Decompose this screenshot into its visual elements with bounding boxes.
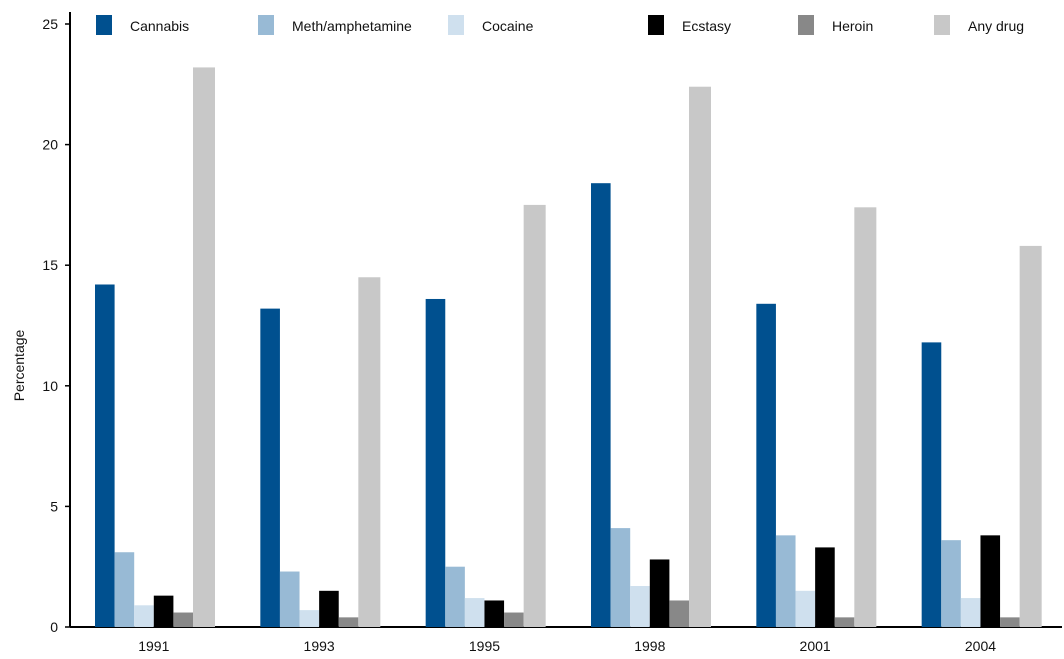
bar-cocaine-1993: [299, 610, 320, 627]
bar-ecstasy-1991: [153, 595, 174, 627]
legend-label: Meth/amphetamine: [292, 18, 412, 34]
y-tick-label: 10: [42, 378, 58, 394]
legend-label: Cocaine: [482, 18, 534, 34]
x-tick-label: 2004: [965, 638, 996, 654]
legend-swatch: [934, 15, 950, 35]
bar-any-drug-1995: [523, 204, 546, 627]
bar-ecstasy-1993: [319, 590, 339, 627]
legend-swatch: [648, 15, 664, 35]
legend-label: Heroin: [832, 18, 873, 34]
bar-heroin-1991: [173, 612, 193, 627]
legend-swatch: [258, 15, 274, 35]
x-tick-label: 1998: [634, 638, 665, 654]
legend-swatch: [96, 15, 112, 35]
legend: Cannabis Meth/amphetamine Cocaine Ecstasy He…: [96, 15, 1024, 35]
legend-label: Any drug: [968, 18, 1024, 34]
y-tick-label: 5: [50, 498, 58, 514]
legend-label: Ecstasy: [682, 18, 731, 34]
x-tick-label: 1991: [138, 638, 169, 654]
bar-ecstasy-1995: [484, 600, 505, 627]
bar-heroin-2004: [1000, 617, 1020, 627]
bar-ecstasy-1998: [649, 559, 670, 627]
bar-cocaine-2004: [960, 598, 981, 627]
bar-cocaine-1991: [134, 605, 154, 627]
bar-any-drug-2004: [1019, 245, 1042, 628]
bar-any-drug-1998: [689, 86, 711, 628]
bar-cannabis-1993: [260, 308, 280, 627]
bar-cannabis-1995: [425, 298, 446, 627]
bar-meth-amphetamine-1998: [610, 528, 631, 627]
bar-cannabis-2001: [756, 303, 776, 627]
bar-cocaine-1995: [464, 598, 485, 627]
bar-any-drug-1993: [358, 277, 381, 627]
bar-meth-amphetamine-2004: [941, 540, 961, 627]
bar-heroin-1993: [338, 617, 359, 627]
legend-swatch: [448, 15, 464, 35]
x-tick-label: 2001: [800, 638, 831, 654]
bar-meth-amphetamine-1995: [445, 566, 465, 627]
bar-heroin-1995: [504, 612, 524, 627]
bar-meth-amphetamine-2001: [775, 535, 796, 627]
bar-any-drug-2001: [854, 207, 877, 627]
y-tick-label: 0: [50, 619, 58, 635]
x-tick-label: 1993: [304, 638, 335, 654]
bar-cocaine-1998: [630, 585, 650, 627]
bar-cannabis-2004: [921, 342, 942, 627]
y-axis-label: Percentage: [11, 329, 27, 401]
bar-cannabis-1991: [95, 284, 115, 627]
bar-ecstasy-2001: [815, 547, 835, 627]
bar-any-drug-1991: [193, 67, 215, 627]
y-tick-label: 25: [42, 16, 58, 32]
bar-meth-amphetamine-1993: [279, 571, 300, 627]
bars: [95, 67, 1042, 628]
x-tick-label: 1995: [469, 638, 500, 654]
y-tick-label: 20: [42, 137, 58, 153]
bar-cannabis-1998: [591, 183, 611, 627]
y-ticks: 0 5 10 15 20 25: [42, 16, 70, 635]
bar-heroin-2001: [834, 617, 855, 627]
bar-cocaine-2001: [795, 590, 816, 627]
legend-swatch: [798, 15, 814, 35]
y-tick-label: 15: [42, 257, 58, 273]
bar-meth-amphetamine-1991: [114, 552, 135, 627]
axes: [69, 12, 1062, 628]
bar-ecstasy-2004: [980, 535, 1001, 627]
bar-heroin-1998: [669, 600, 689, 627]
x-ticks: 1991 1993 1995 1998 2001 2004: [138, 638, 996, 654]
legend-label: Cannabis: [130, 18, 189, 34]
